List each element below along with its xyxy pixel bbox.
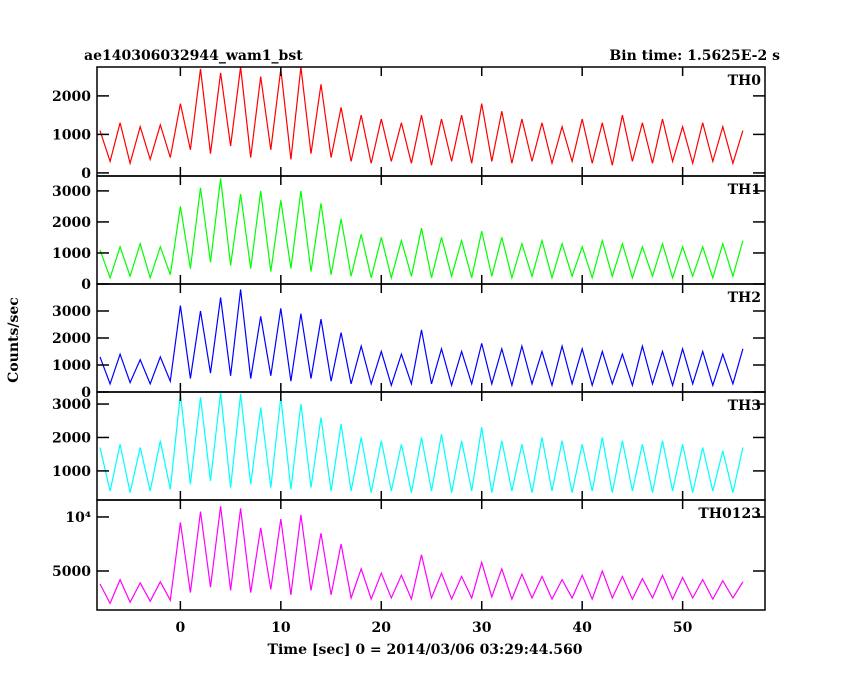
y-tick-label: 2000 <box>52 215 91 231</box>
y-axis-label: Counts/sec <box>6 297 22 383</box>
y-tick-label: 1000 <box>52 246 91 262</box>
panel-label: TH2 <box>728 290 761 306</box>
x-tick-label: 30 <box>472 620 492 636</box>
light-curve <box>99 392 744 493</box>
y-tick-label: 1000 <box>52 127 91 143</box>
y-tick-label: 0 <box>81 277 91 293</box>
panel-frame <box>96 175 766 285</box>
y-tick-label: 2000 <box>52 331 91 347</box>
panel-label: TH3 <box>728 398 761 414</box>
chart-subtitle: Bin time: 1.5625E-2 s <box>609 48 780 64</box>
panel-label: TH0 <box>728 73 762 89</box>
light-curve <box>99 66 744 166</box>
y-tick-label: 3000 <box>52 304 91 320</box>
x-tick-label: 40 <box>572 620 592 636</box>
y-tick-label: 3000 <box>52 397 91 413</box>
panel-frame <box>96 391 766 501</box>
light-curve <box>99 506 744 605</box>
light-curve <box>99 289 744 388</box>
x-tick-label: 20 <box>372 620 392 636</box>
y-tick-label: 2000 <box>52 89 91 105</box>
y-tick-label: 2000 <box>52 430 91 446</box>
x-tick-label: 0 <box>175 620 185 636</box>
panel-label: TH0123 <box>698 506 761 522</box>
panel-label: TH1 <box>728 182 761 198</box>
y-tick-label: 10⁴ <box>65 510 91 526</box>
y-tick-label: 1000 <box>52 358 91 374</box>
y-tick-label: 0 <box>81 166 91 182</box>
y-tick-label: 5000 <box>52 564 91 580</box>
x-tick-label: 10 <box>271 620 291 636</box>
panel-frame <box>96 283 766 393</box>
panel-frame <box>96 499 766 611</box>
x-axis-label: Time [sec] 0 = 2014/03/06 03:29:44.560 <box>268 642 583 658</box>
light-curve <box>99 178 744 281</box>
x-tick-label: 50 <box>673 620 693 636</box>
chart-title: ae140306032944_wam1_bst <box>84 48 303 64</box>
y-tick-label: 0 <box>81 385 91 401</box>
y-tick-label: 1000 <box>52 464 91 480</box>
y-tick-label: 3000 <box>52 184 91 200</box>
